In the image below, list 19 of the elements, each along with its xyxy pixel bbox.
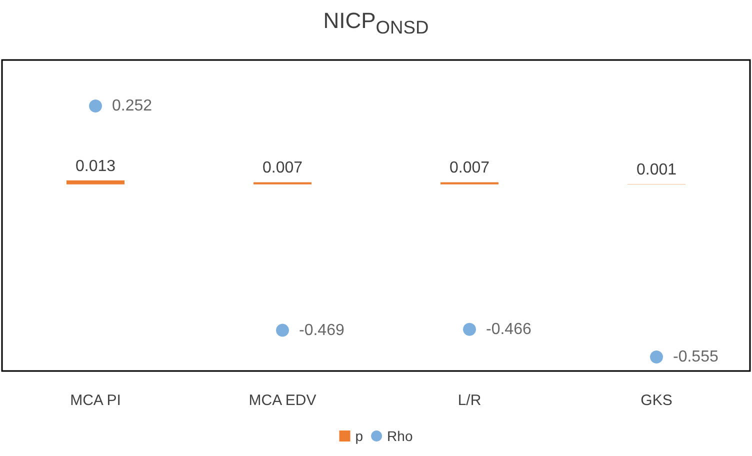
x-tick-label: L/R (458, 392, 482, 409)
point (276, 324, 289, 337)
legend-label: Rho (387, 428, 413, 444)
data-label: 0.001 (636, 162, 677, 179)
point (650, 350, 663, 364)
data-label: -0.555 (673, 348, 718, 366)
data-label: 0.007 (449, 160, 490, 177)
data-label: -0.469 (299, 322, 344, 339)
chart-title: NICP$_{ONSD}$ (322, 8, 430, 38)
x-tick-label: MCA EDV (248, 392, 316, 409)
data-label: 0.013 (75, 158, 116, 175)
legend-label: p (355, 428, 364, 444)
point (463, 322, 476, 336)
x-tick-label: MCA PI (70, 392, 121, 409)
data-label: -0.466 (486, 320, 532, 338)
x-tick-label: GKS (640, 392, 672, 409)
data-label: 0.252 (112, 98, 152, 115)
point (89, 100, 102, 113)
data-label: 0.007 (262, 160, 303, 177)
